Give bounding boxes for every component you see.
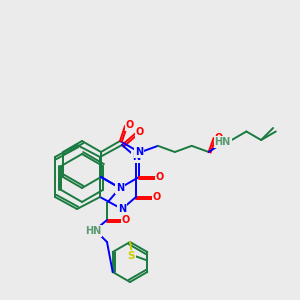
Text: N: N — [116, 183, 124, 193]
Text: N: N — [118, 204, 126, 214]
Text: N: N — [132, 152, 140, 162]
Text: O: O — [156, 172, 164, 182]
Text: O: O — [153, 192, 161, 202]
Text: O: O — [214, 133, 223, 143]
Text: HN: HN — [214, 137, 231, 147]
Text: N: N — [135, 147, 143, 157]
Text: S: S — [127, 251, 135, 261]
Text: O: O — [126, 120, 134, 130]
Text: O: O — [136, 127, 144, 137]
Text: HN: HN — [85, 226, 101, 236]
Text: O: O — [122, 215, 130, 225]
